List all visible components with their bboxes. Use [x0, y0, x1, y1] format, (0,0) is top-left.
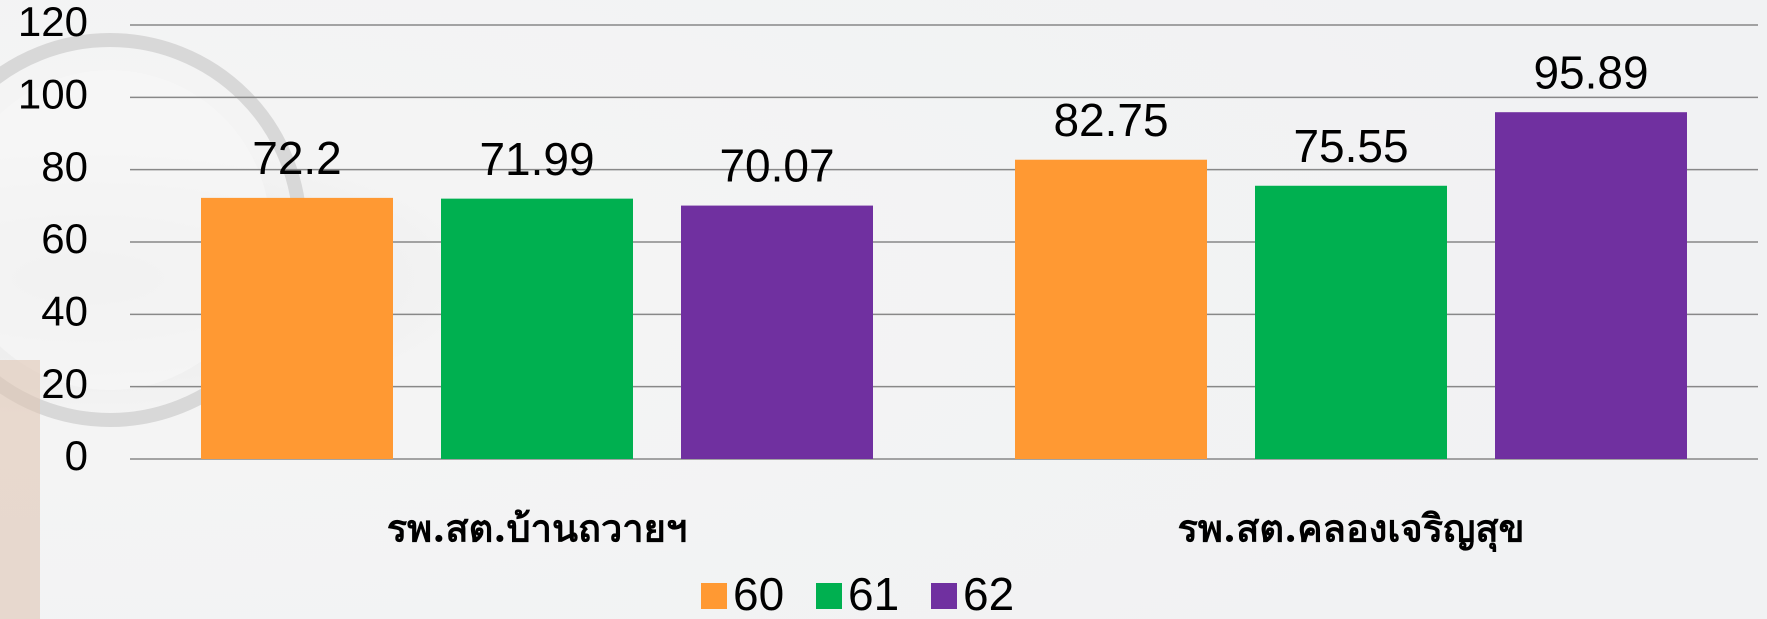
x-tick-label: รพ.สต.คลองเจริญสุข: [1177, 506, 1524, 553]
y-tick-label: 80: [41, 143, 88, 190]
legend-swatch: [931, 583, 957, 609]
chart: 0 20 40 60 80 100 120 รพ.สต.บ้านถวายฯ 72.2 71.99 7…: [0, 0, 1767, 619]
bar: [1255, 186, 1447, 459]
data-label: 82.75: [1053, 94, 1168, 146]
legend-swatch: [701, 583, 727, 609]
legend-swatch: [816, 583, 842, 609]
bar: [441, 199, 633, 459]
y-tick-label: 120: [18, 0, 88, 45]
y-tick-label: 100: [18, 70, 88, 117]
bar: [201, 198, 393, 459]
y-tick-label: 20: [41, 360, 88, 407]
bar: [1015, 160, 1207, 459]
page: 0 20 40 60 80 100 120 รพ.สต.บ้านถวายฯ 72.2 71.99 7…: [0, 0, 1767, 619]
y-tick-label: 0: [65, 432, 88, 479]
data-label: 70.07: [719, 140, 834, 192]
legend-label: 60: [733, 568, 784, 619]
legend-label: 61: [848, 568, 899, 619]
x-tick-label: รพ.สต.บ้านถวายฯ: [387, 506, 688, 551]
bar: [681, 206, 873, 459]
data-label: 72.2: [252, 132, 342, 184]
bar: [1495, 112, 1687, 459]
data-label: 95.89: [1533, 46, 1648, 98]
data-label: 71.99: [479, 133, 594, 185]
y-tick-label: 60: [41, 215, 88, 262]
legend-label: 62: [963, 568, 1014, 619]
y-tick-label: 40: [41, 287, 88, 334]
hand-decoration: [0, 360, 40, 619]
data-label: 75.55: [1293, 120, 1408, 172]
